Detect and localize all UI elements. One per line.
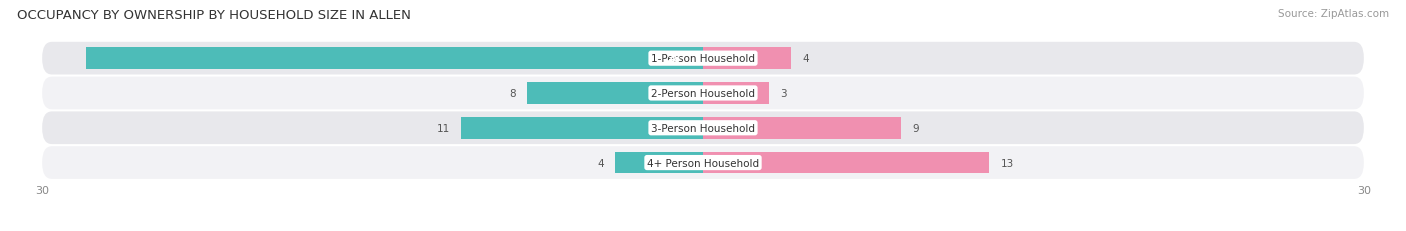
FancyBboxPatch shape — [42, 77, 1364, 110]
Bar — [527, 83, 703, 104]
Text: 1-Person Household: 1-Person Household — [651, 54, 755, 64]
Bar — [703, 83, 769, 104]
Bar — [614, 152, 703, 174]
Text: 3-Person Household: 3-Person Household — [651, 123, 755, 133]
Bar — [703, 152, 990, 174]
Text: 28: 28 — [666, 54, 681, 64]
FancyBboxPatch shape — [42, 43, 1364, 75]
Text: 2-Person Household: 2-Person Household — [651, 88, 755, 99]
Bar — [703, 118, 901, 139]
Text: 13: 13 — [1001, 158, 1014, 168]
FancyBboxPatch shape — [42, 112, 1364, 145]
Text: Source: ZipAtlas.com: Source: ZipAtlas.com — [1278, 9, 1389, 19]
Bar — [461, 118, 703, 139]
Text: 8: 8 — [509, 88, 516, 99]
Text: 4+ Person Household: 4+ Person Household — [647, 158, 759, 168]
Text: OCCUPANCY BY OWNERSHIP BY HOUSEHOLD SIZE IN ALLEN: OCCUPANCY BY OWNERSHIP BY HOUSEHOLD SIZE… — [17, 9, 411, 22]
Text: 11: 11 — [436, 123, 450, 133]
Text: 4: 4 — [598, 158, 605, 168]
FancyBboxPatch shape — [42, 147, 1364, 179]
Bar — [703, 48, 792, 70]
Text: 3: 3 — [780, 88, 787, 99]
Text: 4: 4 — [801, 54, 808, 64]
Text: 9: 9 — [912, 123, 920, 133]
Bar — [86, 48, 703, 70]
